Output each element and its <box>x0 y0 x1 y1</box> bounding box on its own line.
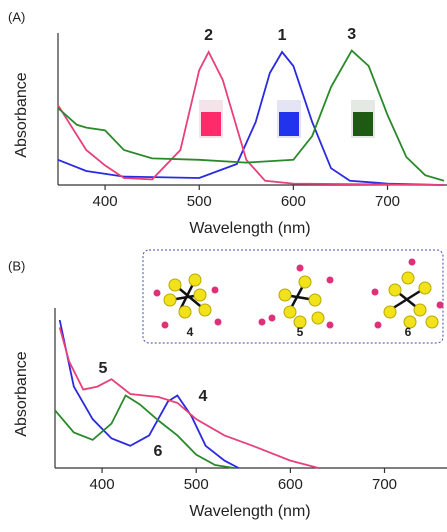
series-label: 3 <box>347 26 356 43</box>
x-tick-label: 500 <box>184 476 209 493</box>
panel-label: (B) <box>8 258 25 273</box>
series-label: 1 <box>278 27 287 44</box>
spectrum-line <box>58 327 319 469</box>
spectrum-line <box>54 394 235 469</box>
structure-inset: 4 5 6 <box>142 249 444 344</box>
series-label: 4 <box>199 388 208 405</box>
cuvettes <box>199 100 375 138</box>
series-label: 6 <box>154 443 163 460</box>
spectrum-line <box>57 49 445 182</box>
x-tick-label: 500 <box>187 193 212 210</box>
inset-label: 6 <box>405 325 412 339</box>
x-axis-label: Wavelength (nm) <box>189 220 310 237</box>
x-tick-label: 600 <box>281 193 306 210</box>
spectrum-line <box>57 50 445 186</box>
inset-label: 5 <box>297 325 304 339</box>
panel-label: (A) <box>8 9 25 24</box>
spectrum-line <box>57 50 445 186</box>
series-label: 2 <box>204 27 213 44</box>
x-tick-label: 400 <box>93 193 118 210</box>
y-axis-label: Absorbance <box>13 351 30 436</box>
y-axis-label: Absorbance <box>13 72 30 157</box>
x-tick-label: 600 <box>278 476 303 493</box>
x-axis-label: Wavelength (nm) <box>189 503 310 520</box>
inset-label: 4 <box>187 325 194 339</box>
series-label: 5 <box>99 360 108 377</box>
x-tick-label: 700 <box>375 193 400 210</box>
x-tick-label: 700 <box>372 476 397 493</box>
x-tick-label: 400 <box>90 476 115 493</box>
spectrum-line <box>58 319 240 469</box>
